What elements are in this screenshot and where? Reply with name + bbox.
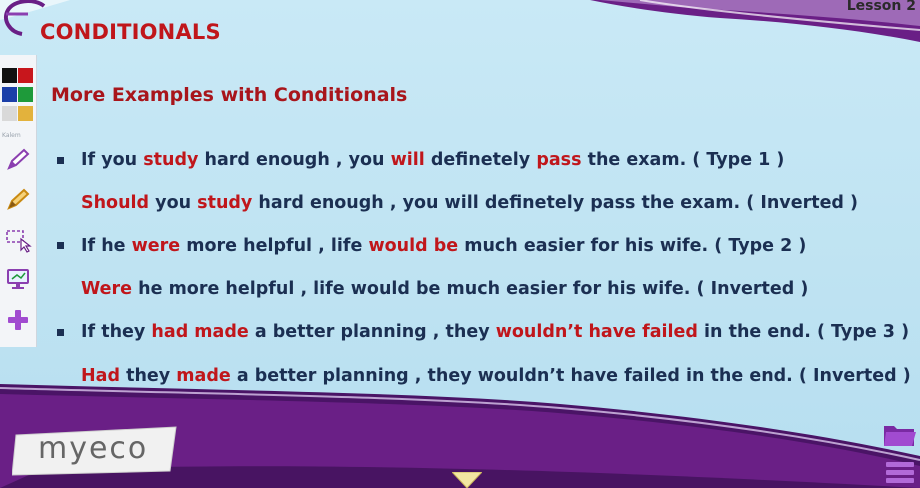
highlighted-word: will xyxy=(390,150,425,170)
pencil-icon[interactable] xyxy=(4,147,32,173)
highlighted-word: Were xyxy=(81,279,133,299)
bullet-2 xyxy=(57,242,64,249)
toolbar-label: Kalem xyxy=(2,132,21,139)
sentence-text: more helpful , life xyxy=(180,236,369,256)
color-red[interactable] xyxy=(18,68,33,83)
example-line-4: Were he more helpful , life would be muc… xyxy=(81,279,808,299)
logo-text: myeco xyxy=(38,431,149,466)
highlighted-word: study xyxy=(143,150,199,170)
example-line-3: If he were more helpful , life would be … xyxy=(81,236,806,256)
menu-icon[interactable] xyxy=(884,458,916,486)
bullet-3 xyxy=(57,329,64,336)
sentence-text: If he xyxy=(81,236,132,256)
page-title: CONDITIONALS xyxy=(40,20,221,44)
example-line-1: If you study hard enough , you will defi… xyxy=(81,150,784,170)
highlighted-word: had made xyxy=(151,322,249,342)
sentence-text: they xyxy=(119,366,177,386)
highlighted-word: pass xyxy=(536,150,582,170)
selection-icon[interactable] xyxy=(4,227,32,253)
highlighted-word: study xyxy=(197,193,253,213)
chevron-down-icon[interactable] xyxy=(452,472,482,488)
highlighted-word: were xyxy=(131,236,181,256)
sentence-text: hard enough , you will definetely pass t… xyxy=(252,193,859,213)
sentence-text: in the end. ( Type 3 ) xyxy=(697,322,910,342)
myeco-logo xyxy=(12,426,177,476)
example-line-5: If they had made a better planning , the… xyxy=(81,322,909,342)
pen-icon[interactable] xyxy=(4,187,32,213)
highlighted-word: Should xyxy=(81,193,150,213)
sentence-text: much easier for his wife. ( Type 2 ) xyxy=(458,236,807,256)
sentence-text: hard enough , you xyxy=(198,150,391,170)
lesson-label: Lesson 2 xyxy=(846,0,916,14)
screen-icon[interactable] xyxy=(4,267,32,293)
sentence-text: definetely xyxy=(424,150,537,170)
highlighted-word: would be xyxy=(368,236,459,256)
drawing-toolbar: Kalem xyxy=(0,55,37,347)
folder-icon[interactable] xyxy=(882,420,916,448)
sentence-text: you xyxy=(149,193,198,213)
sentence-text: a better planning , they xyxy=(248,322,496,342)
section-subtitle: More Examples with Conditionals xyxy=(51,84,408,106)
color-gray[interactable] xyxy=(2,106,17,121)
color-green[interactable] xyxy=(18,87,33,102)
sentence-text: he more helpful , life would be much eas… xyxy=(132,279,809,299)
example-line-6: Had they made a better planning , they w… xyxy=(81,366,911,386)
highlighted-word: Had xyxy=(81,366,120,386)
highlighted-word: wouldn’t have failed xyxy=(495,322,698,342)
add-icon[interactable] xyxy=(4,307,32,333)
color-orange[interactable] xyxy=(18,106,33,121)
sentence-text: a better planning , they wouldn’t have f… xyxy=(230,366,911,386)
color-blue[interactable] xyxy=(2,87,17,102)
bullet-1 xyxy=(57,157,64,164)
highlighted-word: made xyxy=(176,366,231,386)
color-black[interactable] xyxy=(2,68,17,83)
sentence-text: If they xyxy=(81,322,152,342)
sentence-text: If you xyxy=(81,150,144,170)
app-logo-icon xyxy=(3,0,46,36)
sentence-text: the exam. ( Type 1 ) xyxy=(581,150,785,170)
example-line-2: Should you study hard enough , you will … xyxy=(81,193,858,213)
